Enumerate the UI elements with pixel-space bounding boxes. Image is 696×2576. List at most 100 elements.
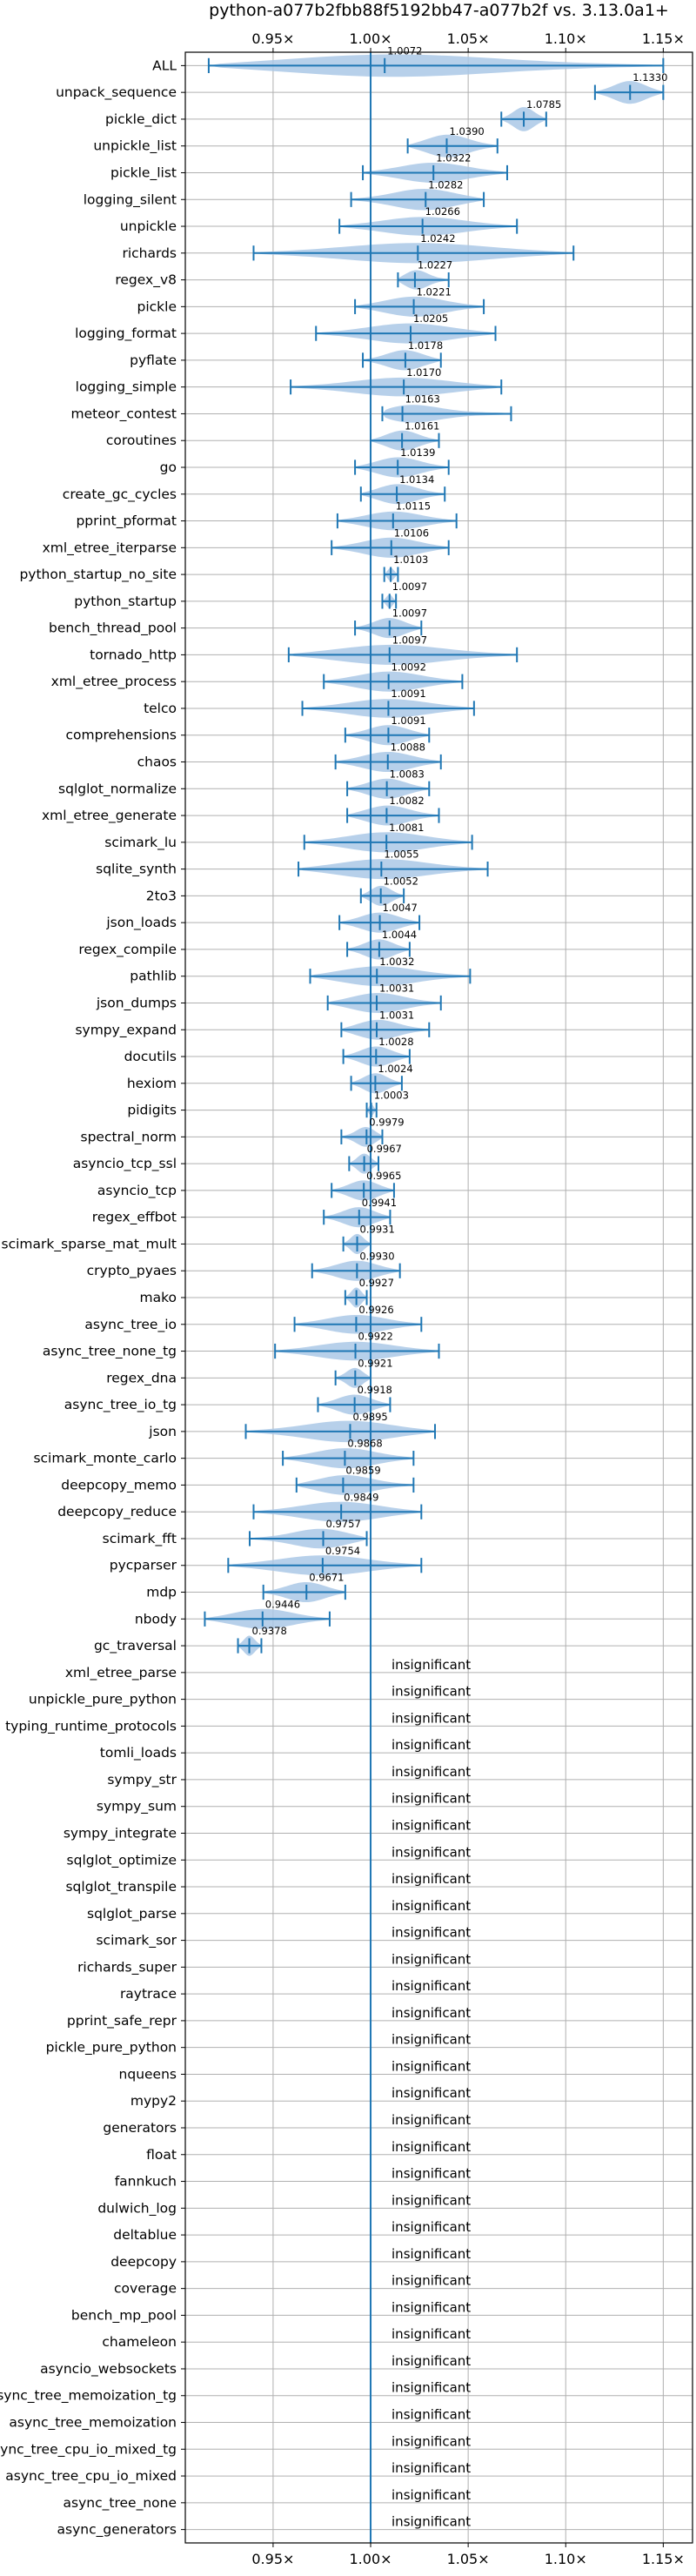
- row-label-logging-silent: logging_silent: [84, 191, 177, 208]
- insignificant-label-dulwich-log: insignificant: [392, 2192, 471, 2208]
- value-label-telco: 1.0091: [391, 688, 425, 700]
- value-label-regex-compile: 1.0044: [382, 929, 417, 941]
- row-label-regex-v8: regex_v8: [115, 272, 177, 289]
- row-label-sqlglot-transpile: sqlglot_transpile: [65, 1879, 177, 1895]
- insignificant-label-async-tree-cpu-io-mixed: insignificant: [392, 2460, 471, 2476]
- row-label-pprint-pformat: pprint_pformat: [76, 513, 177, 530]
- value-label-sympy-expand: 1.0031: [379, 1009, 414, 1021]
- value-label-2to3: 1.0052: [384, 875, 418, 887]
- row-label-python-startup: python_startup: [74, 594, 177, 610]
- x-tick-label-top: 1.10×: [545, 30, 587, 47]
- insignificant-label-pprint-safe-repr: insignificant: [392, 2005, 471, 2021]
- value-label-chaos: 1.0088: [391, 741, 425, 754]
- insignificant-label-typing-runtime-protocols: insignificant: [392, 1710, 471, 1726]
- plot-frame: [184, 51, 693, 2544]
- value-label-mdp: 0.9671: [309, 1572, 344, 1584]
- row-label-scimark-lu: scimark_lu: [104, 835, 177, 851]
- row-label-async-tree-io: async_tree_io: [84, 1317, 177, 1333]
- row-label-sympy-integrate: sympy_integrate: [64, 1825, 177, 1841]
- row-label-nbody: nbody: [135, 1611, 177, 1627]
- value-label-asyncio-tcp-ssl: 0.9967: [367, 1143, 402, 1155]
- row-label-pickle-list: pickle_list: [110, 164, 177, 181]
- insignificant-label-chameleon: insignificant: [392, 2326, 471, 2342]
- value-label-async-tree-none-tg: 0.9922: [358, 1331, 393, 1343]
- row-label-telco: telco: [144, 701, 177, 716]
- insignificant-label-deepcopy: insignificant: [392, 2246, 471, 2262]
- row-label-regex-effbot: regex_effbot: [92, 1210, 177, 1226]
- row-label-deepcopy-memo: deepcopy_memo: [61, 1477, 177, 1493]
- row-label-richards: richards: [122, 245, 177, 261]
- value-label-python-startup-no-site: 1.0103: [393, 553, 428, 566]
- value-label-mako: 0.9927: [359, 1277, 394, 1289]
- row-label-xml-etree-parse: xml_etree_parse: [65, 1665, 177, 1681]
- insignificant-label-mypy2: insignificant: [392, 2085, 471, 2101]
- insignificant-label-bench-mp-pool: insignificant: [392, 2299, 471, 2315]
- value-label-gc-traversal: 0.9378: [252, 1625, 287, 1637]
- row-label-bench-thread-pool: bench_thread_pool: [49, 621, 177, 637]
- value-label-pickle: 1.0221: [417, 285, 452, 298]
- insignificant-label-async-generators: insignificant: [392, 2514, 471, 2530]
- insignificant-label-raytrace: insignificant: [392, 1978, 471, 1994]
- row-label-mdp: mdp: [146, 1585, 177, 1600]
- value-label-logging-silent: 1.0282: [428, 178, 463, 191]
- row-label-scimark-fft: scimark_fft: [103, 1531, 177, 1547]
- row-label-richards-super: richards_super: [77, 1959, 177, 1976]
- row-label-sqlglot-optimize: sqlglot_optimize: [67, 1852, 177, 1868]
- value-label-pprint-pformat: 1.0115: [396, 500, 431, 513]
- x-tick-label-bottom: 1.00×: [350, 2551, 392, 2567]
- value-label-json-dumps: 1.0031: [379, 983, 414, 995]
- value-label-json: 0.9895: [352, 1411, 387, 1423]
- row-label-xml-etree-process: xml_etree_process: [51, 674, 177, 690]
- value-label-scimark-lu: 1.0081: [389, 822, 424, 834]
- insignificant-label-xml-etree-parse: insignificant: [392, 1657, 471, 1673]
- row-label-gc-traversal: gc_traversal: [94, 1638, 177, 1654]
- row-label-asyncio-websockets: asyncio_websockets: [40, 2361, 177, 2378]
- value-label-python-startup: 1.0097: [392, 580, 427, 593]
- value-label-unpickle-list: 1.0390: [449, 125, 484, 138]
- insignificant-label-deltablue: insignificant: [392, 2219, 471, 2235]
- row-label-sympy-expand: sympy_expand: [75, 1022, 177, 1038]
- insignificant-label-scimark-sor: insignificant: [392, 1925, 471, 1941]
- row-label-deepcopy: deepcopy: [110, 2254, 177, 2270]
- row-label-fannkuch: fannkuch: [115, 2174, 177, 2190]
- row-label-docutils: docutils: [124, 1049, 177, 1064]
- row-label-spectral-norm: spectral_norm: [81, 1129, 177, 1145]
- value-label-sqlglot-normalize: 1.0083: [390, 768, 425, 780]
- row-label-pickle: pickle: [137, 299, 177, 314]
- row-label-scimark-sparse-mat-mult: scimark_sparse_mat_mult: [2, 1236, 177, 1252]
- row-label-go: go: [160, 460, 177, 475]
- row-label-unpickle-pure-python: unpickle_pure_python: [29, 1692, 177, 1708]
- row-label-deepcopy-reduce: deepcopy_reduce: [57, 1504, 177, 1520]
- row-label-async-tree-none-tg: async_tree_none_tg: [43, 1344, 177, 1360]
- row-label-async-tree-cpu-io-mixed: async_tree_cpu_io_mixed: [5, 2468, 177, 2485]
- insignificant-label-tomli-loads: insignificant: [392, 1737, 471, 1753]
- value-label-unpickle: 1.0266: [425, 205, 460, 218]
- value-label-create-gc-cycles: 1.0134: [399, 473, 434, 486]
- row-label-json-dumps: json_dumps: [96, 995, 177, 1011]
- row-label-pyflate: pyflate: [130, 352, 177, 368]
- value-label-unpack-sequence: 1.1330: [632, 71, 667, 84]
- x-tick-label-bottom: 0.95×: [251, 2551, 294, 2567]
- row-label-asyncio-tcp-ssl: asyncio_tcp_ssl: [73, 1156, 177, 1172]
- row-label-nqueens: nqueens: [119, 2066, 177, 2082]
- row-label-mypy2: mypy2: [130, 2093, 177, 2109]
- insignificant-label-richards-super: insignificant: [392, 1951, 471, 1967]
- row-label-json: json: [148, 1424, 177, 1439]
- value-label-deepcopy-memo: 0.9859: [345, 1464, 380, 1476]
- value-label-deepcopy-reduce: 0.9849: [344, 1491, 378, 1503]
- value-label-meteor-contest: 1.0163: [405, 393, 440, 406]
- row-label-create-gc-cycles: create_gc_cycles: [63, 486, 177, 503]
- insignificant-label-sqlglot-optimize: insignificant: [392, 1844, 471, 1860]
- row-label-tomli-loads: tomli_loads: [100, 1745, 177, 1761]
- insignificant-label-sqlglot-transpile: insignificant: [392, 1871, 471, 1887]
- row-label-sqlite-synth: sqlite_synth: [96, 862, 177, 878]
- insignificant-label-sqlglot-parse: insignificant: [392, 1898, 471, 1914]
- row-label-tornado-http: tornado_http: [90, 647, 177, 663]
- row-label-pycparser: pycparser: [110, 1558, 177, 1573]
- value-label-regex-v8: 1.0227: [418, 259, 452, 272]
- row-label-sympy-sum: sympy_sum: [97, 1799, 177, 1815]
- value-label-xml-etree-iterparse: 1.0106: [394, 527, 429, 539]
- row-label-dulwich-log: dulwich_log: [97, 2200, 177, 2217]
- insignificant-label-async-tree-cpu-io-mixed-tg: insignificant: [392, 2433, 471, 2449]
- row-label-async-tree-memoization-tg: async_tree_memoization_tg: [0, 2388, 177, 2405]
